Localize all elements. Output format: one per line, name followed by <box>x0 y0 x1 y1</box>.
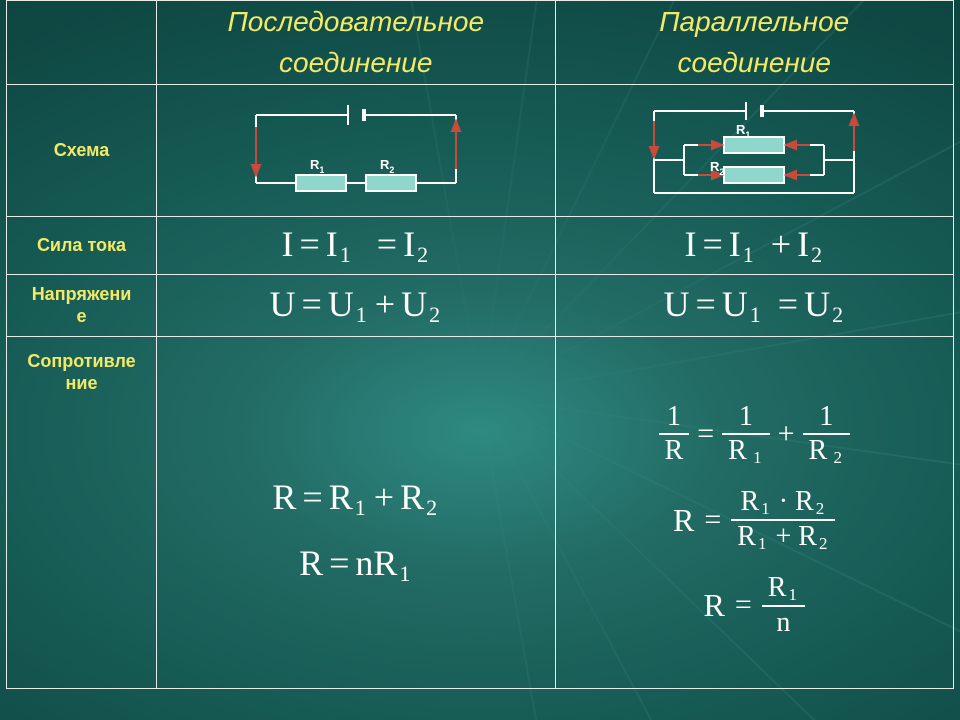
cell-series-circuit: R1 R2 <box>157 85 556 217</box>
header-parallel-l1: Параллельное <box>659 6 849 37</box>
row-current-label: Сила тока <box>7 217 157 275</box>
row-resistance-label: Сопротивление <box>7 337 157 689</box>
cell-voltage-parallel: U=U1 =U2 <box>555 275 954 337</box>
cell-resistance-parallel: 1R = 1R 1 + 1R 2 R= R1 · R2 R1 + R2 R= <box>555 337 954 689</box>
formula-i-parallel: I=I1 +I2 <box>556 226 954 266</box>
header-series: Последовательное соединение <box>157 1 556 85</box>
formula-r-series-2: R=nR1 <box>299 545 412 585</box>
formula-i-series: I=I1 =I2 <box>157 226 555 266</box>
series-circuit-diagram: R1 R2 <box>226 97 486 205</box>
svg-text:R2: R2 <box>380 157 394 175</box>
cell-resistance-series: R=R1+R2 R=nR1 <box>157 337 556 689</box>
row-voltage-label: Напряжение <box>7 275 157 337</box>
header-series-l1: Последовательное <box>227 6 484 37</box>
header-parallel-l2: соединение <box>678 47 831 78</box>
cell-current-parallel: I=I1 +I2 <box>555 217 954 275</box>
formula-r-series-1: R=R1+R2 <box>272 479 439 519</box>
parallel-circuit-diagram: R1 R2 <box>624 97 884 205</box>
header-blank <box>7 1 157 85</box>
svg-text:R1: R1 <box>310 157 324 175</box>
cell-parallel-circuit: R1 R2 <box>555 85 954 217</box>
formula-u-parallel: U=U1 =U2 <box>556 286 954 326</box>
row-scheme-label: Схема <box>7 85 157 217</box>
header-parallel: Параллельное соединение <box>555 1 954 85</box>
header-series-l2: соединение <box>279 47 432 78</box>
formula-r-parallel-3: R= R1 n <box>704 572 805 639</box>
formula-r-parallel-1: 1R = 1R 1 + 1R 2 <box>659 401 850 468</box>
cell-voltage-series: U=U1+U2 <box>157 275 556 337</box>
formula-r-parallel-2: R= R1 · R2 R1 + R2 <box>673 486 835 554</box>
cell-current-series: I=I1 =I2 <box>157 217 556 275</box>
formula-u-series: U=U1+U2 <box>157 286 555 326</box>
